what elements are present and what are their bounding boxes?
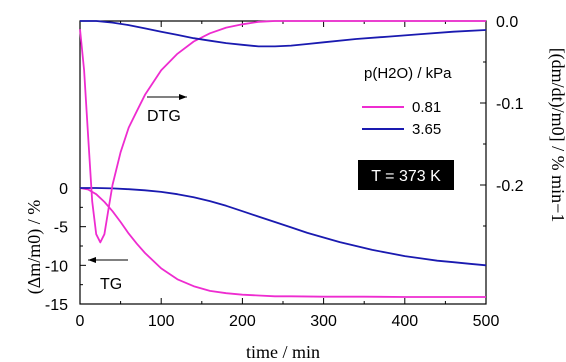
legend-label-0.81: 0.81: [412, 99, 441, 116]
x-tick-label: 500: [473, 313, 500, 330]
tg-tick-label: -5: [54, 220, 68, 237]
x-tick-label: 0: [76, 313, 85, 330]
dtg-tick-label: 0.0: [496, 14, 518, 31]
dtg-series-3.65: [80, 20, 487, 48]
dtg-annotation: DTG: [147, 108, 181, 125]
dtg-tick-label: -0.1: [496, 96, 524, 113]
x-tick-label: 200: [229, 313, 256, 330]
dtg-arrow-head: [179, 94, 187, 100]
x-tick-label: 100: [148, 313, 175, 330]
dtg-series-0.81: [79, 20, 486, 244]
dtg-tick-label: -0.2: [496, 178, 524, 195]
tg-tick-label: -15: [45, 297, 68, 314]
temperature-label: T = 373 K: [371, 168, 441, 185]
dtg-axis-title: [(dm/dt)/m0] / % min−1: [547, 48, 566, 223]
legend-label-3.65: 3.65: [412, 121, 441, 138]
ticks: 0 100 200 300 400 500 0 -5 -10 -15 0.0 -0.1 -0.2: [45, 14, 524, 330]
x-tick-label: 300: [310, 313, 337, 330]
tg-arrow-head: [88, 257, 96, 263]
legend-title: p(H2O) / kPa: [364, 65, 452, 82]
series-layer: [79, 20, 487, 298]
tg-annotation: TG: [100, 276, 122, 293]
tg-series-0.81: [79, 187, 486, 298]
tg-axis-title: (Δm/m0) / %: [24, 200, 45, 295]
tg-series-3.65: [80, 187, 487, 267]
x-axis-title: time / min: [246, 342, 320, 362]
legend: p(H2O) / kPa 0.81 3.65: [362, 65, 452, 138]
x-tick-label: 400: [391, 313, 418, 330]
temperature-box: [358, 160, 454, 190]
tg-tick-label: 0: [59, 181, 68, 198]
tg-tick-label: -10: [45, 258, 68, 275]
